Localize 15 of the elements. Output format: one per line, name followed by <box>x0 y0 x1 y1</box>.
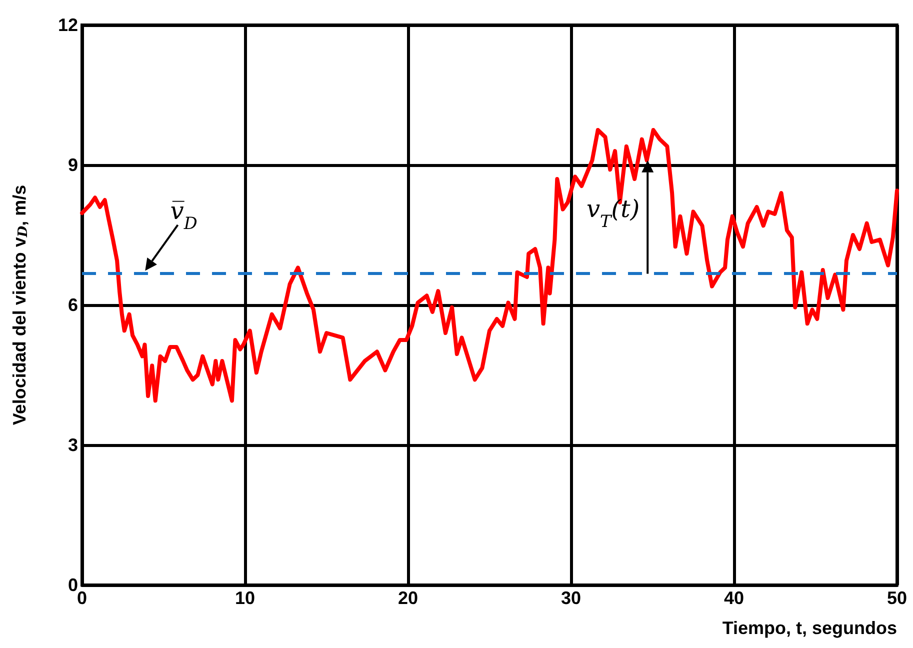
x-tick-label: 40 <box>724 588 744 608</box>
y-axis-title: Velocidad del viento vD, m/s <box>10 184 31 426</box>
y-tick-label: 3 <box>68 435 78 455</box>
x-tick-label: 30 <box>560 588 582 608</box>
x-tick-label: 50 <box>886 588 908 608</box>
x-tick-label: 10 <box>234 588 256 608</box>
y-tick-label: 9 <box>68 155 78 175</box>
y-tick-label: 0 <box>68 575 78 595</box>
y-tick-label: 12 <box>58 15 78 35</box>
line-series <box>80 128 899 403</box>
x-axis-title: Tiempo, t, segundos <box>722 618 897 638</box>
y-tick-label: 6 <box>68 295 78 315</box>
annotation: v$_{T}$(t) <box>586 195 640 232</box>
x-tick-label: 20 <box>398 588 418 608</box>
ref-line-label: v̅$_{D}$ <box>170 196 198 233</box>
